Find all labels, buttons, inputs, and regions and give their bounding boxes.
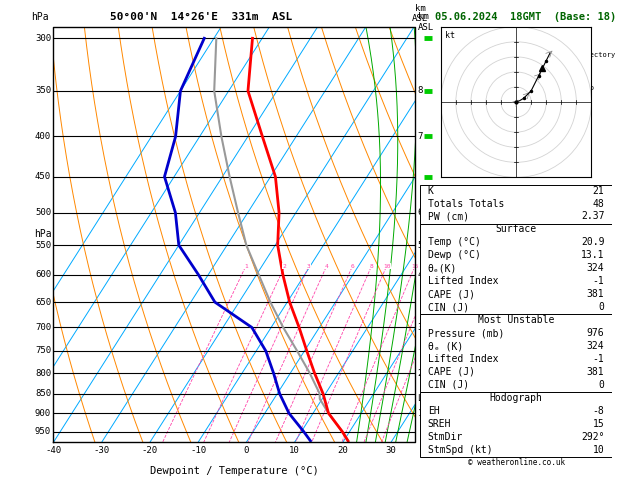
Text: 6: 6 — [350, 264, 354, 269]
Text: 6: 6 — [418, 208, 423, 217]
Text: 324: 324 — [587, 341, 604, 351]
Text: -30: -30 — [94, 446, 109, 455]
Text: 15: 15 — [593, 419, 604, 429]
Text: Wet Adiabat: Wet Adiabat — [543, 68, 590, 74]
Text: Surface: Surface — [496, 225, 537, 234]
Text: 8: 8 — [418, 87, 423, 95]
Text: EH: EH — [428, 406, 440, 416]
FancyBboxPatch shape — [420, 392, 612, 457]
Text: -8: -8 — [593, 406, 604, 416]
Text: PW (cm): PW (cm) — [428, 211, 469, 222]
Text: Pressure (mb): Pressure (mb) — [428, 328, 504, 338]
Text: Totals Totals: Totals Totals — [428, 198, 504, 208]
Text: -1: -1 — [593, 354, 604, 364]
Text: θₑ (K): θₑ (K) — [428, 341, 463, 351]
Text: -10: -10 — [190, 446, 206, 455]
Text: StmSpd (kt): StmSpd (kt) — [428, 445, 493, 455]
Text: 0: 0 — [598, 302, 604, 312]
Text: 10: 10 — [593, 445, 604, 455]
Text: 950: 950 — [35, 427, 51, 436]
FancyBboxPatch shape — [420, 185, 612, 224]
Text: 10: 10 — [383, 264, 391, 269]
Text: 381: 381 — [587, 289, 604, 299]
Text: 0: 0 — [243, 446, 249, 455]
Text: CIN (J): CIN (J) — [428, 302, 469, 312]
Text: SREH: SREH — [428, 419, 452, 429]
Text: 976: 976 — [587, 328, 604, 338]
Text: 300: 300 — [35, 34, 51, 43]
Text: © weatheronline.co.uk: © weatheronline.co.uk — [467, 458, 565, 468]
Text: 13.1: 13.1 — [581, 250, 604, 260]
Text: 15: 15 — [411, 264, 419, 269]
Text: 10: 10 — [289, 446, 300, 455]
Text: K: K — [428, 186, 434, 195]
Text: Most Unstable: Most Unstable — [478, 315, 554, 325]
Text: 7: 7 — [418, 132, 423, 141]
Text: 324: 324 — [587, 263, 604, 273]
Text: km
ASL: km ASL — [418, 12, 435, 32]
Text: 800: 800 — [35, 368, 51, 378]
Text: Mixing Ratio: Mixing Ratio — [543, 85, 594, 90]
Text: kt: kt — [445, 31, 455, 40]
Text: Lifted Index: Lifted Index — [428, 276, 498, 286]
Text: 350: 350 — [35, 87, 51, 95]
Text: 0: 0 — [598, 380, 604, 390]
Text: 4: 4 — [418, 270, 423, 279]
Text: 750: 750 — [35, 347, 51, 355]
Text: 20.9: 20.9 — [581, 237, 604, 247]
FancyBboxPatch shape — [420, 224, 612, 314]
Text: Mixing Ratio (g/kg): Mixing Ratio (g/kg) — [431, 305, 440, 400]
Text: 1: 1 — [418, 409, 423, 417]
Text: Temperature: Temperature — [543, 35, 590, 41]
Text: 48: 48 — [593, 198, 604, 208]
Text: 21: 21 — [593, 186, 604, 195]
Text: hPa: hPa — [31, 12, 49, 22]
Text: Hodograph: Hodograph — [489, 393, 543, 403]
Text: 292°: 292° — [581, 432, 604, 442]
Text: Dry Adiabat: Dry Adiabat — [543, 60, 590, 66]
Text: 05.06.2024  18GMT  (Base: 18): 05.06.2024 18GMT (Base: 18) — [435, 12, 616, 22]
Text: 400: 400 — [35, 132, 51, 141]
Text: StmDir: StmDir — [428, 432, 463, 442]
Text: Dewpoint: Dewpoint — [543, 44, 577, 50]
Text: km
ASL: km ASL — [412, 4, 428, 23]
Text: CAPE (J): CAPE (J) — [428, 289, 475, 299]
Text: 900: 900 — [35, 409, 51, 417]
Text: 3: 3 — [307, 264, 311, 269]
Text: 3: 3 — [418, 323, 423, 332]
Text: Parcel Trajectory: Parcel Trajectory — [543, 52, 616, 58]
Text: -1: -1 — [593, 276, 604, 286]
Text: 850: 850 — [35, 389, 51, 398]
Text: 20: 20 — [337, 446, 348, 455]
Text: 5: 5 — [418, 241, 423, 250]
Text: 500: 500 — [35, 208, 51, 217]
Text: 50°00'N  14°26'E  331m  ASL: 50°00'N 14°26'E 331m ASL — [110, 12, 292, 22]
Text: -20: -20 — [142, 446, 158, 455]
Text: 2: 2 — [283, 264, 287, 269]
Text: 1: 1 — [244, 264, 248, 269]
Text: Lifted Index: Lifted Index — [428, 354, 498, 364]
Text: Temp (°C): Temp (°C) — [428, 237, 481, 247]
Text: hPa: hPa — [34, 229, 52, 240]
Text: 2: 2 — [418, 368, 423, 378]
Text: -40: -40 — [45, 446, 62, 455]
Text: 8: 8 — [370, 264, 373, 269]
Text: 381: 381 — [587, 367, 604, 377]
Text: Dewpoint / Temperature (°C): Dewpoint / Temperature (°C) — [150, 466, 319, 476]
Text: 30: 30 — [386, 446, 396, 455]
Text: θₑ(K): θₑ(K) — [428, 263, 457, 273]
Text: Isotherm: Isotherm — [543, 76, 577, 82]
Text: 450: 450 — [35, 172, 51, 181]
Text: 600: 600 — [35, 270, 51, 279]
Text: 4: 4 — [325, 264, 328, 269]
Text: LCL: LCL — [418, 394, 433, 403]
Text: 550: 550 — [35, 241, 51, 250]
Text: Dewp (°C): Dewp (°C) — [428, 250, 481, 260]
Text: 700: 700 — [35, 323, 51, 332]
Text: CIN (J): CIN (J) — [428, 380, 469, 390]
FancyBboxPatch shape — [420, 314, 612, 392]
Text: 650: 650 — [35, 297, 51, 307]
Text: 2.37: 2.37 — [581, 211, 604, 222]
Text: CAPE (J): CAPE (J) — [428, 367, 475, 377]
